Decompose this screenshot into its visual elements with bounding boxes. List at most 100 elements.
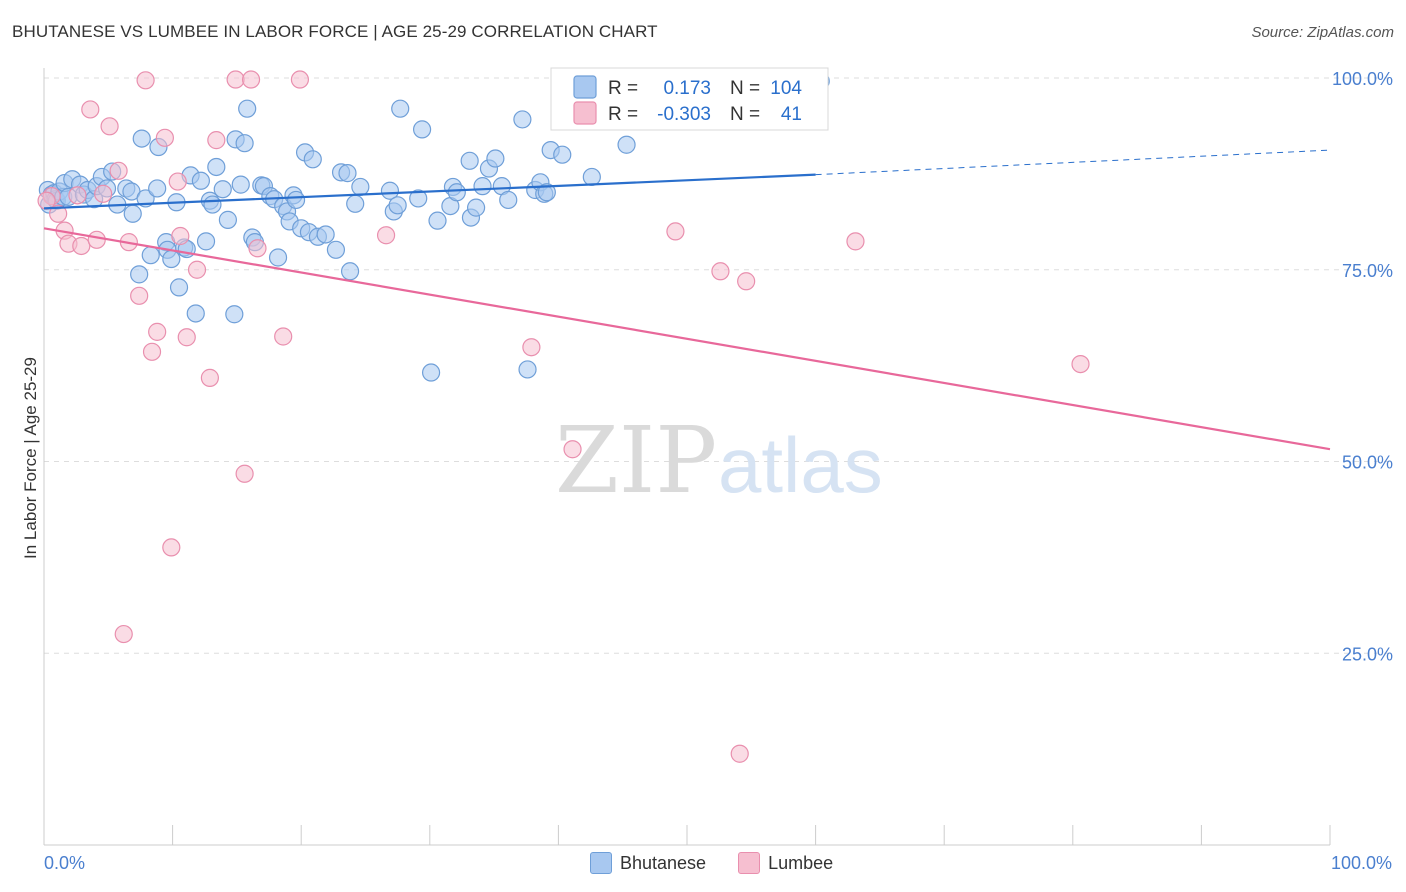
lumbee-point: [711, 262, 730, 281]
lumbee-point: [248, 239, 267, 258]
legend-item-bhutanese: Bhutanese: [590, 852, 706, 874]
bhutanese-point: [380, 181, 400, 200]
legend-label-lumbee: Lumbee: [768, 852, 834, 873]
bhutanese-point: [340, 262, 360, 281]
lumbee-point: [171, 226, 190, 246]
bhutanese-trend-line: [43, 173, 816, 210]
lumbee-point: [846, 232, 865, 251]
legend-swatch-lumbee-bottom: [738, 852, 761, 874]
lumbee-point: [730, 744, 749, 763]
legend-r-label-lumbee: R =: [608, 104, 638, 125]
bhutanese-point: [123, 204, 142, 223]
lumbee-point: [200, 368, 219, 387]
bhutanese-point: [351, 177, 370, 197]
bhutanese-point: [428, 211, 447, 230]
lumbee-point: [168, 172, 187, 191]
bhutanese-point: [196, 232, 216, 251]
bhutanese-point: [268, 248, 288, 267]
y-tick-labels: 25.0% 50.0% 75.0% 100.0%: [1332, 69, 1393, 664]
legend-n-label-lumbee: N =: [730, 104, 760, 125]
legend-r-value-lumbee: -0.303: [657, 104, 711, 125]
lumbee-point: [81, 100, 100, 119]
lumbee-point: [68, 186, 87, 205]
lumbee-point: [49, 204, 68, 223]
bhutanese-point: [148, 179, 167, 198]
lumbee-point: [114, 624, 133, 644]
legend-label-bhutanese: Bhutanese: [620, 852, 707, 873]
bhutanese-point: [316, 225, 335, 244]
bhutanese-point: [447, 183, 466, 202]
gridlines: [44, 77, 1392, 654]
lumbee-point: [241, 70, 261, 89]
bhutanese-point: [346, 194, 365, 213]
bhutanese-point: [421, 363, 441, 382]
bhutanese-point: [338, 164, 357, 183]
bhutanese-point: [499, 190, 518, 210]
lumbee-point: [136, 71, 155, 90]
legend-n-value-lumbee: 41: [781, 104, 802, 125]
bhutanese-point: [225, 305, 244, 324]
y-tick-label: 100.0%: [1332, 69, 1393, 89]
lumbee-point: [226, 70, 245, 89]
y-tick-label: 50.0%: [1342, 453, 1393, 473]
lumbee-point: [187, 260, 207, 279]
lumbee-point: [94, 184, 113, 203]
bhutanese-point: [388, 196, 407, 215]
bhutanese-point: [130, 265, 149, 284]
lumbee-point: [72, 236, 91, 256]
legend-n-value-bhutanese: 104: [770, 78, 802, 99]
bhutanese-point: [238, 99, 257, 118]
bhutanese-point: [582, 167, 601, 187]
y-tick-label: 25.0%: [1342, 644, 1393, 664]
bhutanese-point: [409, 189, 428, 208]
series-lumbee-points: [37, 70, 1090, 763]
watermark: ZIP atlas: [555, 407, 883, 514]
lumbee-point: [177, 328, 196, 347]
bhutanese-point: [218, 210, 237, 229]
y-axis-title: In Labor Force | Age 25-29: [21, 357, 40, 559]
series-legend: Bhutanese Lumbee: [590, 852, 855, 874]
bhutanese-point: [303, 150, 322, 169]
bhutanese-point: [486, 149, 505, 168]
bhutanese-point: [141, 246, 160, 265]
bhutanese-point: [553, 145, 572, 164]
lumbee-point: [148, 322, 167, 341]
bhutanese-point: [235, 134, 254, 153]
bhutanese-point: [326, 240, 346, 259]
lumbee-point: [666, 222, 685, 241]
bhutanese-point: [203, 195, 222, 214]
lumbee-point: [130, 286, 149, 305]
lumbee-point: [376, 226, 396, 245]
lumbee-point: [100, 117, 119, 136]
bhutanese-point: [513, 110, 532, 129]
trend-lines: [43, 149, 1331, 451]
lumbee-point: [109, 161, 128, 180]
lumbee-point: [290, 70, 310, 89]
source-label: Source: ZipAtlas.com: [1251, 24, 1394, 41]
lumbee-point: [563, 440, 582, 459]
bhutanese-point: [231, 175, 250, 194]
lumbee-point: [235, 464, 254, 483]
bhutanese-point: [191, 171, 210, 190]
bhutanese-point: [169, 278, 189, 297]
y-tick-label: 75.0%: [1342, 261, 1393, 281]
lumbee-point: [37, 191, 56, 210]
lumbee-point: [274, 327, 293, 346]
lumbee-point: [142, 342, 162, 361]
bhutanese-point: [460, 151, 479, 170]
legend-r-label-bhutanese: R =: [608, 78, 638, 99]
bhutanese-point: [213, 180, 232, 199]
legend-swatch-lumbee: [573, 101, 597, 125]
bhutanese-point: [537, 183, 556, 202]
x-axis-ticks: [172, 825, 1331, 845]
bhutanese-point: [412, 120, 432, 139]
lumbee-point: [162, 538, 181, 557]
legend-r-value-bhutanese: 0.173: [663, 78, 711, 99]
chart-title: BHUTANESE VS LUMBEE IN LABOR FORCE | AGE…: [12, 22, 658, 41]
lumbee-point: [87, 230, 106, 249]
watermark-zip: ZIP: [555, 407, 717, 514]
legend-swatch-bhutanese-bottom: [590, 852, 612, 874]
lumbee-point: [207, 131, 226, 150]
bhutanese-point: [617, 135, 636, 154]
